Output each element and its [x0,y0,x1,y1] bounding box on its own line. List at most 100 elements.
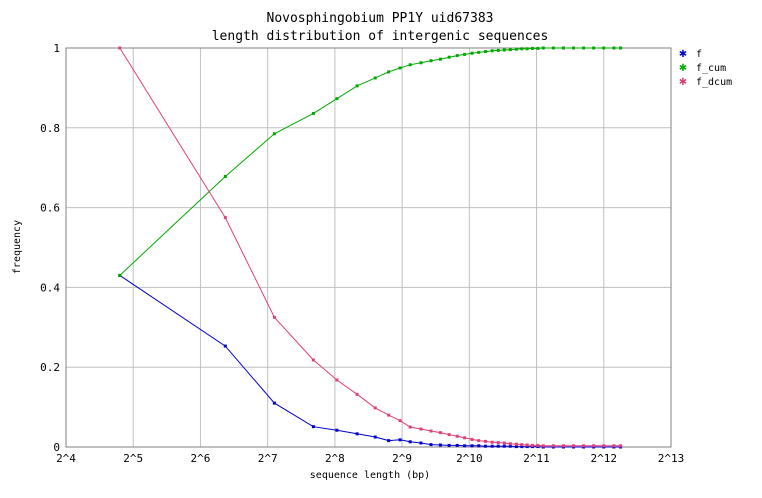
data-point-f [438,443,442,447]
data-point-f_dcum [373,406,377,410]
data-point-f_cum [477,50,481,54]
data-point-f_dcum [490,440,494,444]
legend-marker-f_cum: ✱ [679,63,687,74]
data-point-f_dcum [470,437,474,441]
x-tick-label: 2^12 [591,452,618,465]
data-point-f_cum [525,47,529,51]
legend-marker-f_dcum: ✱ [679,77,687,88]
data-point-f [477,444,481,448]
x-tick-labels: 2^4 2^5 2^6 2^7 2^8 2^9 2^10 2^11 2^12 2^13 [56,452,684,465]
data-point-f_cum [438,57,442,61]
data-point-f_dcum [592,444,596,448]
x-tick-label: 2^9 [392,452,412,465]
data-point-f [408,440,412,444]
data-point-f_dcum [514,442,518,446]
data-point-f_dcum [483,439,487,443]
x-axis-label: sequence length (bp) [310,470,430,481]
data-point-f_cum [398,66,402,70]
data-point-f [223,344,227,348]
data-point-f_dcum [272,315,276,319]
y-tick-label: 1 [53,42,60,55]
data-point-f_cum [272,132,276,136]
data-point-f_cum [387,70,391,74]
data-point-f_cum [373,76,377,80]
data-point-f_dcum [398,419,402,423]
data-point-f [373,435,377,439]
data-point-f_cum [561,46,565,50]
series-line-f_dcum [119,47,621,447]
data-point-f_cum [514,47,518,51]
data-point-f_cum [520,47,524,51]
data-point-f [520,445,524,449]
data-point-f_dcum [536,443,540,447]
data-point-f [429,443,433,447]
data-point-f_cum [335,97,339,101]
data-point-f_dcum [419,427,423,431]
data-point-f [387,439,391,443]
legend-label-f_cum: f_cum [696,63,726,74]
data-point-f [355,432,359,436]
x-tick-label: 2^6 [191,452,211,465]
data-point-f_cum [429,59,433,63]
data-point-f [525,445,529,449]
data-point-f_cum [355,84,359,88]
y-tick-label: 0 [53,441,60,454]
data-point-f_cum [311,111,315,115]
data-point-f_cum [541,46,545,50]
y-axis-label: frequency [12,220,23,274]
data-point-f_dcum [531,443,535,447]
y-tick-label: 0.2 [40,361,60,374]
data-point-f [398,438,402,442]
x-tick-label: 2^13 [658,452,685,465]
plot-area [65,47,672,448]
series-group [118,46,623,449]
data-point-f [311,425,315,429]
x-tick-label: 2^11 [523,452,550,465]
data-point-f [508,444,512,448]
data-point-f_dcum [520,443,524,447]
legend-label-f: f [696,49,702,60]
data-point-f_dcum [408,425,412,429]
series-line-f [119,274,621,448]
series-line-f_cum [119,47,621,276]
data-point-f_dcum [429,429,433,433]
data-point-f_cum [455,54,459,58]
data-point-f_cum [572,46,576,50]
data-point-f_dcum [118,46,122,50]
legend: ✱ f ✱ f_cum ✱ f_dcum [679,49,732,88]
data-point-f_dcum [612,444,616,448]
data-point-f_dcum [455,434,459,438]
legend-label-f_dcum: f_dcum [696,77,732,88]
data-point-f [470,444,474,448]
data-point-f_cum [602,46,606,50]
data-point-f [496,444,500,448]
y-tick-label: 0.6 [40,202,60,215]
data-point-f_cum [463,52,467,56]
data-point-f_dcum [311,358,315,362]
data-point-f_dcum [525,443,529,447]
y-tick-label: 0.4 [40,281,60,294]
data-point-f_cum [508,48,512,52]
data-point-f_dcum [572,444,576,448]
data-point-f_dcum [496,441,500,445]
data-point-f_dcum [477,439,481,443]
data-point-f_cum [118,273,122,277]
data-point-f [272,401,276,405]
data-point-f_cum [483,50,487,54]
x-tick-label: 2^4 [56,452,76,465]
data-point-f_dcum [602,444,606,448]
y-tick-labels: 0 0.2 0.4 0.6 0.8 1 [40,42,60,454]
x-tick-label: 2^7 [258,452,278,465]
data-point-f_dcum [355,392,359,396]
data-point-f [335,428,339,432]
data-point-f_cum [408,63,412,67]
data-point-f_dcum [223,216,227,220]
data-point-f_cum [502,48,506,52]
data-point-f_cum [551,46,555,50]
data-point-f [502,444,506,448]
data-point-f_dcum [551,444,555,448]
data-point-f_dcum [561,444,565,448]
data-point-f [490,444,494,448]
data-point-f_dcum [447,433,451,437]
